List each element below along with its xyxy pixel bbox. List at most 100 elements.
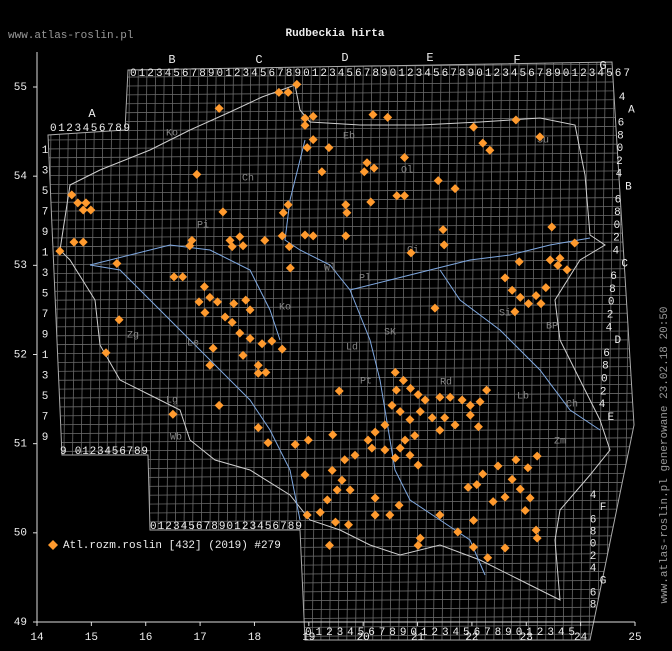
grid-line-h [48, 401, 634, 408]
record [483, 553, 493, 563]
record [185, 241, 195, 251]
record [238, 241, 248, 251]
grid-digit: 4 [613, 246, 620, 258]
record [465, 400, 475, 410]
grid-digit: 6 [603, 348, 610, 360]
record [368, 110, 378, 120]
grid-line-h [48, 143, 634, 150]
record [308, 135, 318, 145]
grid-line-h [48, 419, 634, 426]
record [433, 176, 443, 186]
x-tick-label: 18 [248, 632, 261, 644]
grid-line-h [48, 410, 634, 417]
record [178, 272, 188, 282]
record [475, 397, 485, 407]
record [472, 480, 482, 490]
region-label: Pl [359, 273, 371, 285]
record [67, 190, 77, 200]
record [169, 272, 179, 282]
grid-digits: 9 0123456789 [60, 446, 148, 458]
grid-line-v [311, 62, 321, 640]
record [390, 453, 400, 463]
region-label: Eb [343, 131, 355, 143]
record [300, 120, 310, 130]
record [235, 328, 245, 338]
record [220, 312, 230, 322]
record [520, 506, 530, 516]
grid-line-h [48, 205, 634, 212]
record [469, 122, 479, 132]
record [359, 167, 369, 177]
record [300, 470, 310, 480]
record [562, 265, 572, 275]
record [500, 543, 510, 553]
record [112, 259, 122, 269]
legend-label: Atl.rozm.roslin [432] (2019) #279 [63, 540, 281, 552]
grid-line-h [48, 152, 634, 159]
region-label: Ch [242, 173, 254, 185]
river [439, 269, 601, 431]
record [405, 415, 415, 425]
grid-digit: 0 [617, 143, 624, 155]
grid-digit: 4 [619, 92, 626, 104]
grid-line-h [48, 197, 634, 203]
grid-digit: 4 [599, 399, 606, 411]
record [493, 461, 503, 471]
record [69, 237, 79, 247]
record [245, 333, 255, 343]
river [89, 264, 301, 521]
record [81, 198, 91, 208]
grid-letter: F [513, 53, 520, 67]
record [235, 232, 245, 242]
record [227, 242, 237, 252]
grid-digit: 4 [606, 322, 613, 334]
region-label: BP [546, 322, 558, 333]
record [410, 431, 420, 441]
record [344, 520, 354, 530]
record [427, 413, 437, 423]
record [445, 392, 455, 402]
record [214, 400, 224, 410]
grid-digit: 5 [42, 186, 49, 198]
grid-digit: 9 [42, 227, 49, 239]
grid-line-h [48, 303, 634, 310]
grid-digit: 6 [610, 271, 617, 283]
record [205, 292, 215, 302]
rivers [89, 139, 601, 576]
record [450, 184, 460, 194]
record [241, 295, 251, 305]
record [531, 525, 541, 535]
record [340, 455, 350, 465]
record [535, 132, 545, 142]
record [399, 152, 409, 162]
grid-line-h [48, 330, 634, 337]
river [284, 139, 486, 576]
grid-letter: C [255, 53, 262, 67]
record [541, 283, 551, 293]
river [89, 244, 281, 341]
grid-line-h [48, 99, 634, 105]
record [380, 445, 390, 455]
record [315, 507, 325, 517]
record [390, 367, 400, 377]
grid-digit: B [625, 182, 632, 194]
record [406, 248, 416, 258]
record [385, 510, 395, 520]
region-label: Ch [566, 399, 578, 411]
record [553, 260, 563, 270]
grid-digit: 5 [42, 288, 49, 300]
grid-digit: F [600, 502, 607, 514]
x-tick-label: 14 [30, 632, 44, 644]
record [405, 450, 415, 460]
record [536, 299, 546, 309]
grid-digit: 2 [590, 551, 597, 563]
record [208, 343, 218, 353]
region-label: Pi [197, 220, 209, 232]
record [473, 422, 483, 432]
y-tick-label: 50 [14, 528, 27, 540]
grid-line-h [48, 321, 634, 328]
grid-digit: G [600, 575, 607, 587]
record [78, 237, 88, 247]
record [328, 430, 338, 440]
record [194, 297, 204, 307]
